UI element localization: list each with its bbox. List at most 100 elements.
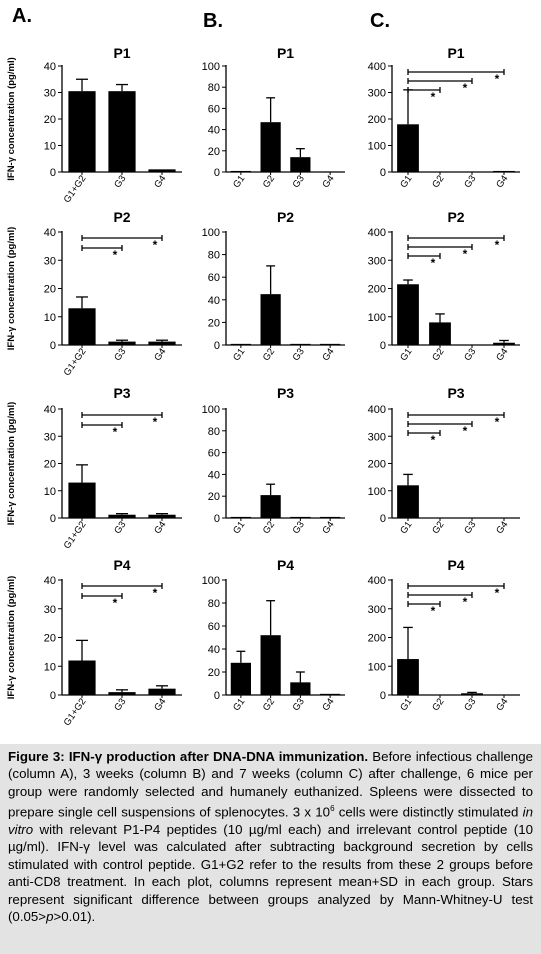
y-tick-label: 100 [368, 141, 386, 153]
x-tick-label: G4 [494, 346, 510, 363]
x-tick-label: G1 [231, 519, 247, 536]
y-tick-label: 0 [50, 690, 56, 702]
y-tick-label: 300 [368, 88, 386, 100]
x-tick-label: G4 [152, 346, 168, 363]
chart-title: P4 [447, 557, 464, 573]
bar [290, 343, 311, 345]
x-tick-label: G4 [152, 173, 168, 190]
chart-A2: P2 IFN-γ concentration (pg/ml) 0 10 20 30 40 G1… [6, 209, 182, 378]
x-tick-label: G2 [430, 173, 446, 190]
y-tick-label: 400 [368, 575, 386, 587]
y-tick-label: 60 [208, 272, 220, 284]
y-axis-label: IFN-γ concentration (pg/ml) [6, 227, 17, 351]
y-tick-label: 60 [208, 448, 220, 460]
sig-star: * [463, 81, 468, 95]
y-axis-label: IFN-γ concentration (pg/ml) [6, 57, 17, 181]
chart-A4: P4 IFN-γ concentration (pg/ml) 0 10 20 30 40 G1… [6, 557, 182, 728]
bar [230, 343, 251, 345]
y-tick-label: 400 [368, 404, 386, 416]
bar [68, 308, 96, 345]
x-tick-label: G1 [398, 696, 414, 713]
y-tick-label: 0 [214, 690, 220, 702]
y-tick-label: 100 [202, 61, 220, 73]
x-tick-label: G1 [398, 173, 414, 190]
chart-C4: P4 0 100 200 300 400 G1 G2 G3 G4 * * * [368, 557, 520, 713]
y-tick-label: 100 [368, 661, 386, 673]
y-tick-label: 60 [208, 621, 220, 633]
bar [68, 91, 96, 172]
figure-caption: Figure 3: IFN-γ production after DNA-DNA… [0, 744, 541, 954]
chart-title: P1 [447, 45, 464, 61]
y-tick-label: 80 [208, 426, 220, 438]
x-tick-label: G4 [494, 173, 510, 190]
y-tick-label: 40 [208, 125, 220, 137]
bar [230, 662, 251, 695]
x-tick-label: G2 [261, 173, 277, 190]
bar [461, 517, 483, 519]
y-tick-label: 0 [214, 513, 220, 525]
chart-title: P4 [277, 557, 294, 573]
x-tick-label: G3 [291, 173, 307, 190]
y-tick-label: 100 [202, 575, 220, 587]
caption-part3: with relevant P1-P4 peptides (10 µg/ml e… [8, 822, 533, 925]
x-tick-label: G3 [462, 696, 478, 713]
bar [148, 341, 176, 345]
bar [320, 516, 341, 518]
bar [461, 344, 483, 346]
bar [230, 516, 251, 518]
y-tick-label: 20 [208, 667, 220, 679]
chart-B4: P4 0 20 40 60 80 100 G1 G2 G3 G4 [202, 557, 345, 713]
chart-title: P3 [113, 385, 130, 401]
y-tick-label: 40 [44, 575, 56, 587]
y-tick-label: 0 [380, 690, 386, 702]
sig-star: * [153, 415, 158, 429]
sig-star: * [431, 433, 436, 447]
y-tick-label: 0 [380, 167, 386, 179]
chart-title: P2 [113, 209, 130, 225]
bar [148, 169, 176, 172]
x-tick-label: G2 [430, 346, 446, 363]
y-tick-label: 10 [44, 661, 56, 673]
bar [429, 517, 451, 519]
sig-star: * [153, 586, 158, 600]
y-tick-label: 0 [50, 513, 56, 525]
sig-star: * [431, 604, 436, 618]
sig-star: * [153, 238, 158, 252]
bar [148, 514, 176, 518]
y-tick-label: 30 [44, 255, 56, 267]
caption-sup: 6 [330, 804, 335, 814]
chart-C1: P1 0 100 200 300 400 G1 G2 G3 G4 * * * [368, 45, 520, 190]
bar [260, 122, 281, 172]
y-tick-label: 10 [44, 141, 56, 153]
y-tick-label: 20 [44, 459, 56, 471]
bar [397, 485, 419, 518]
bar [320, 343, 341, 345]
chart-title: P2 [277, 209, 294, 225]
x-tick-label: G4 [152, 696, 168, 713]
y-tick-label: 80 [208, 250, 220, 262]
bar [493, 694, 515, 696]
sig-star: * [113, 248, 118, 262]
y-axis-label: IFN-γ concentration (pg/ml) [6, 402, 17, 526]
chart-B3: P3 0 20 40 60 80 100 G1 G2 G3 G4 [202, 385, 345, 536]
sig-star: * [495, 586, 500, 600]
x-tick-label: G4 [152, 519, 168, 536]
y-tick-label: 200 [368, 114, 386, 126]
bar [493, 170, 515, 172]
x-tick-label: G3 [291, 346, 307, 363]
caption-italic2: p [46, 909, 54, 925]
x-tick-label: G3 [112, 346, 128, 363]
column-label-c: C. [370, 10, 390, 32]
bar [461, 171, 483, 173]
bar [290, 157, 311, 172]
x-tick-label: G1 [398, 519, 414, 536]
chart-title: P2 [447, 209, 464, 225]
column-label-a: A. [12, 5, 32, 27]
y-tick-label: 40 [44, 227, 56, 239]
x-tick-label: G3 [112, 696, 128, 713]
y-tick-label: 60 [208, 103, 220, 115]
bar [290, 682, 311, 695]
y-tick-label: 300 [368, 604, 386, 616]
x-tick-label: G3 [291, 519, 307, 536]
x-tick-label: G2 [430, 519, 446, 536]
